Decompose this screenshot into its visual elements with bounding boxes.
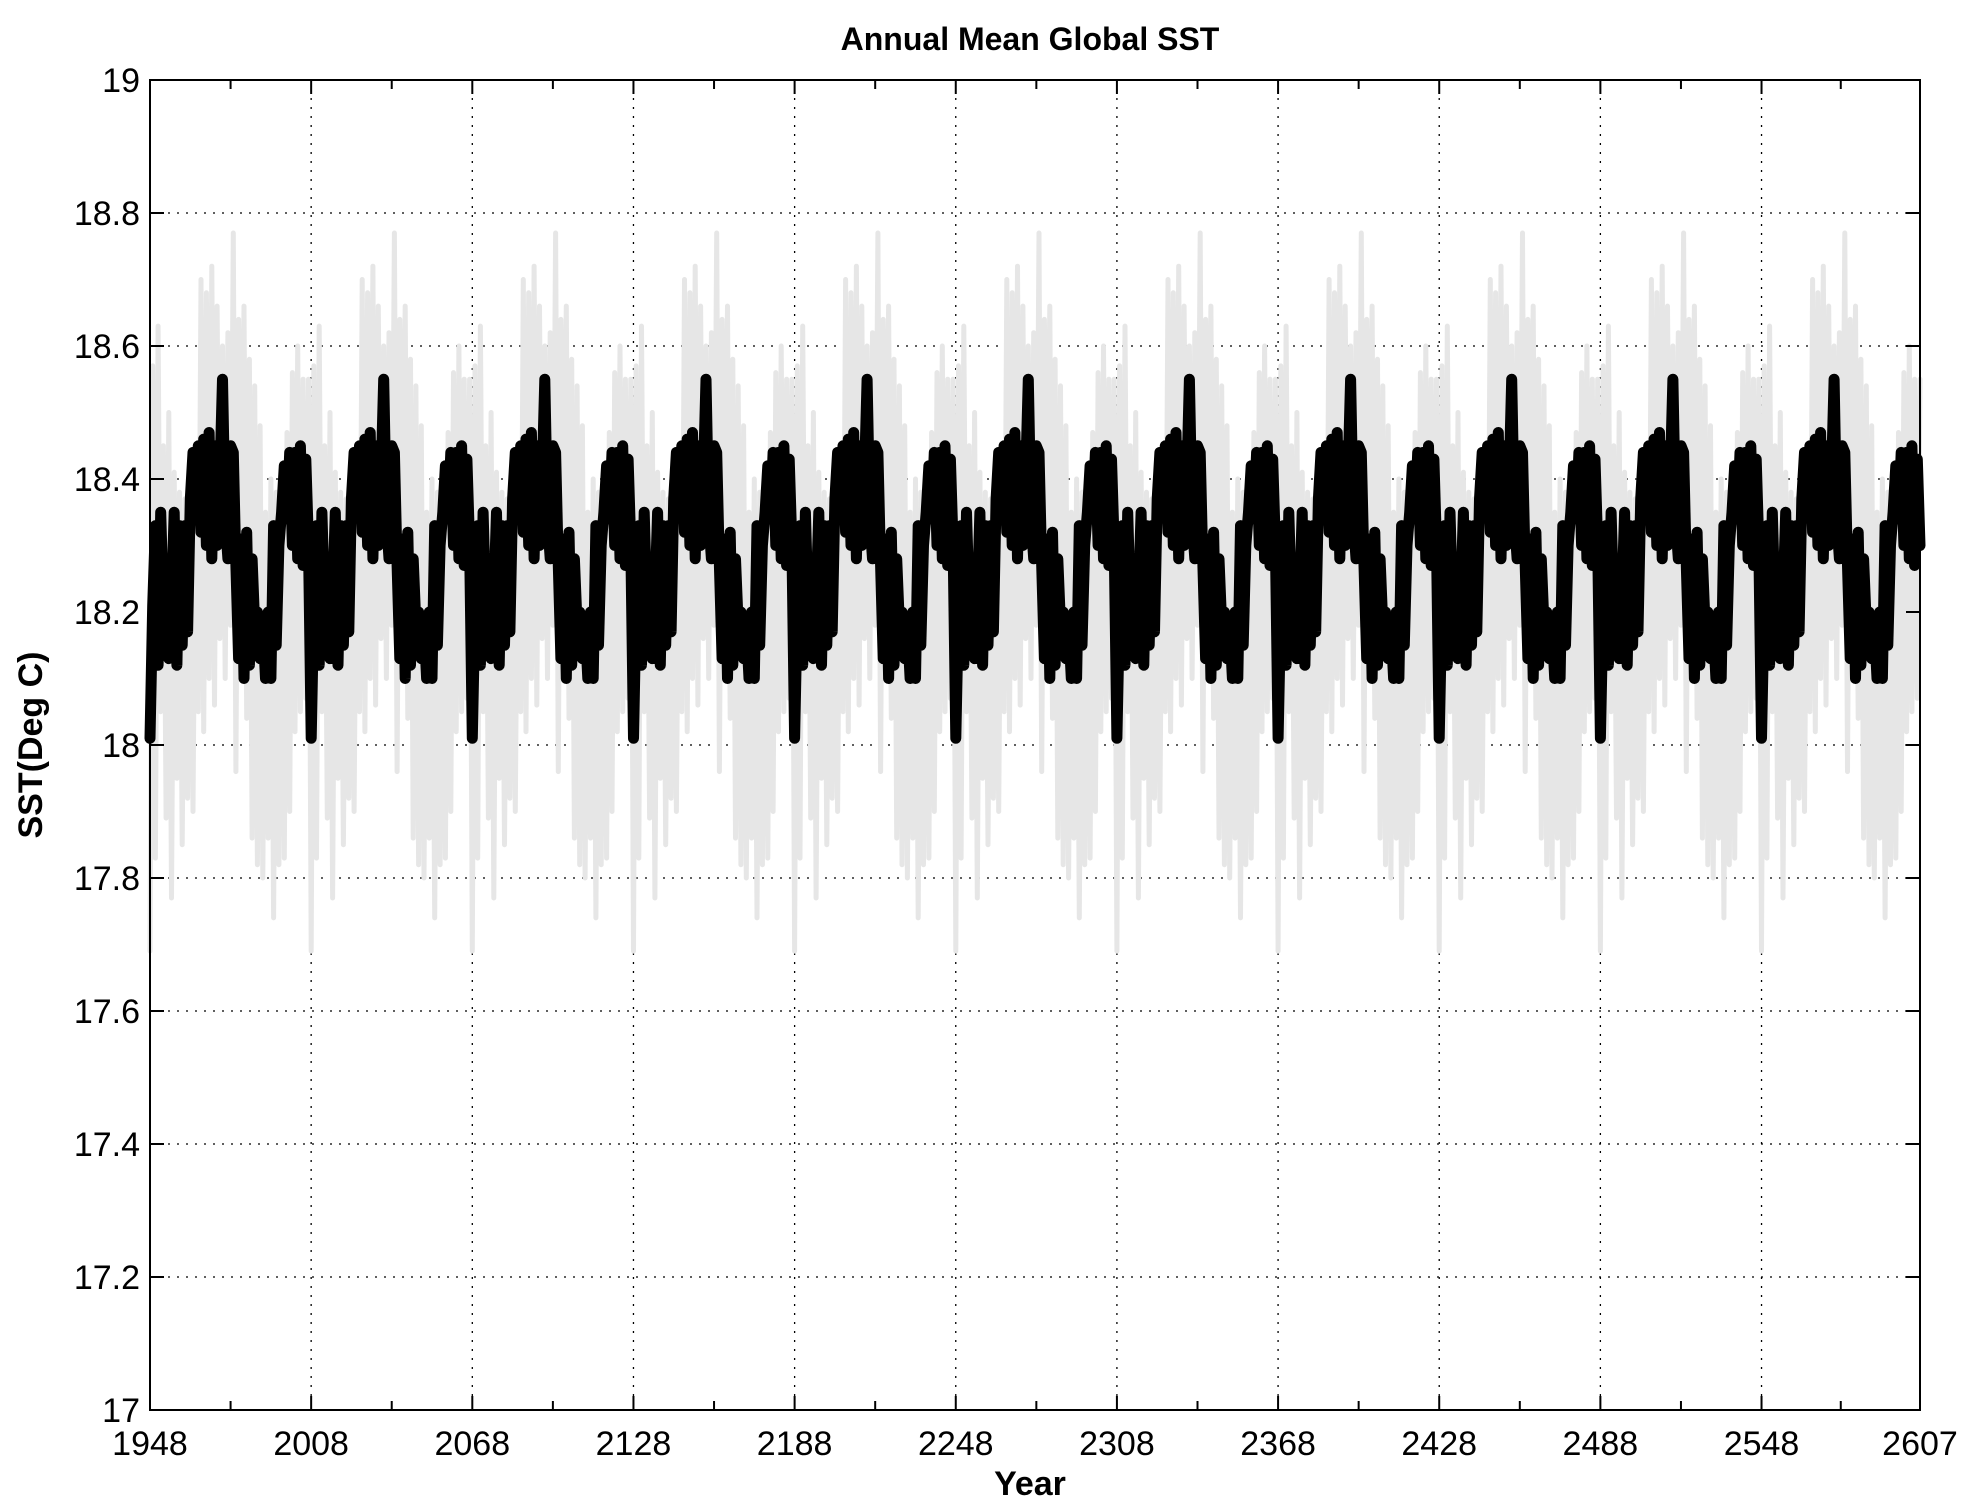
y-axis-title: SST(Deg C): [12, 652, 50, 839]
x-tick-label: 2188: [757, 1425, 833, 1463]
y-tick-label: 17.4: [74, 1126, 140, 1164]
x-tick-label: 2008: [273, 1425, 349, 1463]
x-tick-label: 2308: [1079, 1425, 1155, 1463]
x-tick-label: 2248: [918, 1425, 994, 1463]
y-tick-label: 18.8: [74, 195, 140, 233]
y-tick-label: 19: [102, 62, 140, 100]
x-tick-label: 1948: [112, 1425, 188, 1463]
y-tick-label: 18.4: [74, 461, 140, 499]
x-tick-label: 2368: [1240, 1425, 1316, 1463]
series-layer: [144, 230, 1926, 954]
x-tick-label: 2607: [1882, 1425, 1958, 1463]
y-tick-label: 17.8: [74, 860, 140, 898]
y-tick-label: 17.2: [74, 1259, 140, 1297]
tick-marks: [149, 79, 1921, 1411]
x-tick-label: 2428: [1401, 1425, 1477, 1463]
y-tick-label: 18.2: [74, 594, 140, 632]
y-tick-label: 17.6: [74, 993, 140, 1031]
x-tick-label: 2068: [434, 1425, 510, 1463]
x-tick-label: 2548: [1724, 1425, 1800, 1463]
grid-lines: [150, 80, 1920, 1410]
chart-title: Annual Mean Global SST: [841, 21, 1220, 57]
y-tick-label: 17: [102, 1392, 140, 1430]
y-tick-label: 18: [102, 727, 140, 765]
x-tick-label: 2488: [1563, 1425, 1639, 1463]
x-tick-label: 2128: [596, 1425, 672, 1463]
series-line-smoothed: [144, 373, 1926, 744]
y-tick-label: 18.6: [74, 328, 140, 366]
x-axis-title: Year: [994, 1465, 1066, 1503]
tick-labels: 1948 2008 2068 2128 2188 2248 2308 2368 2428 2488…: [74, 62, 1958, 1463]
